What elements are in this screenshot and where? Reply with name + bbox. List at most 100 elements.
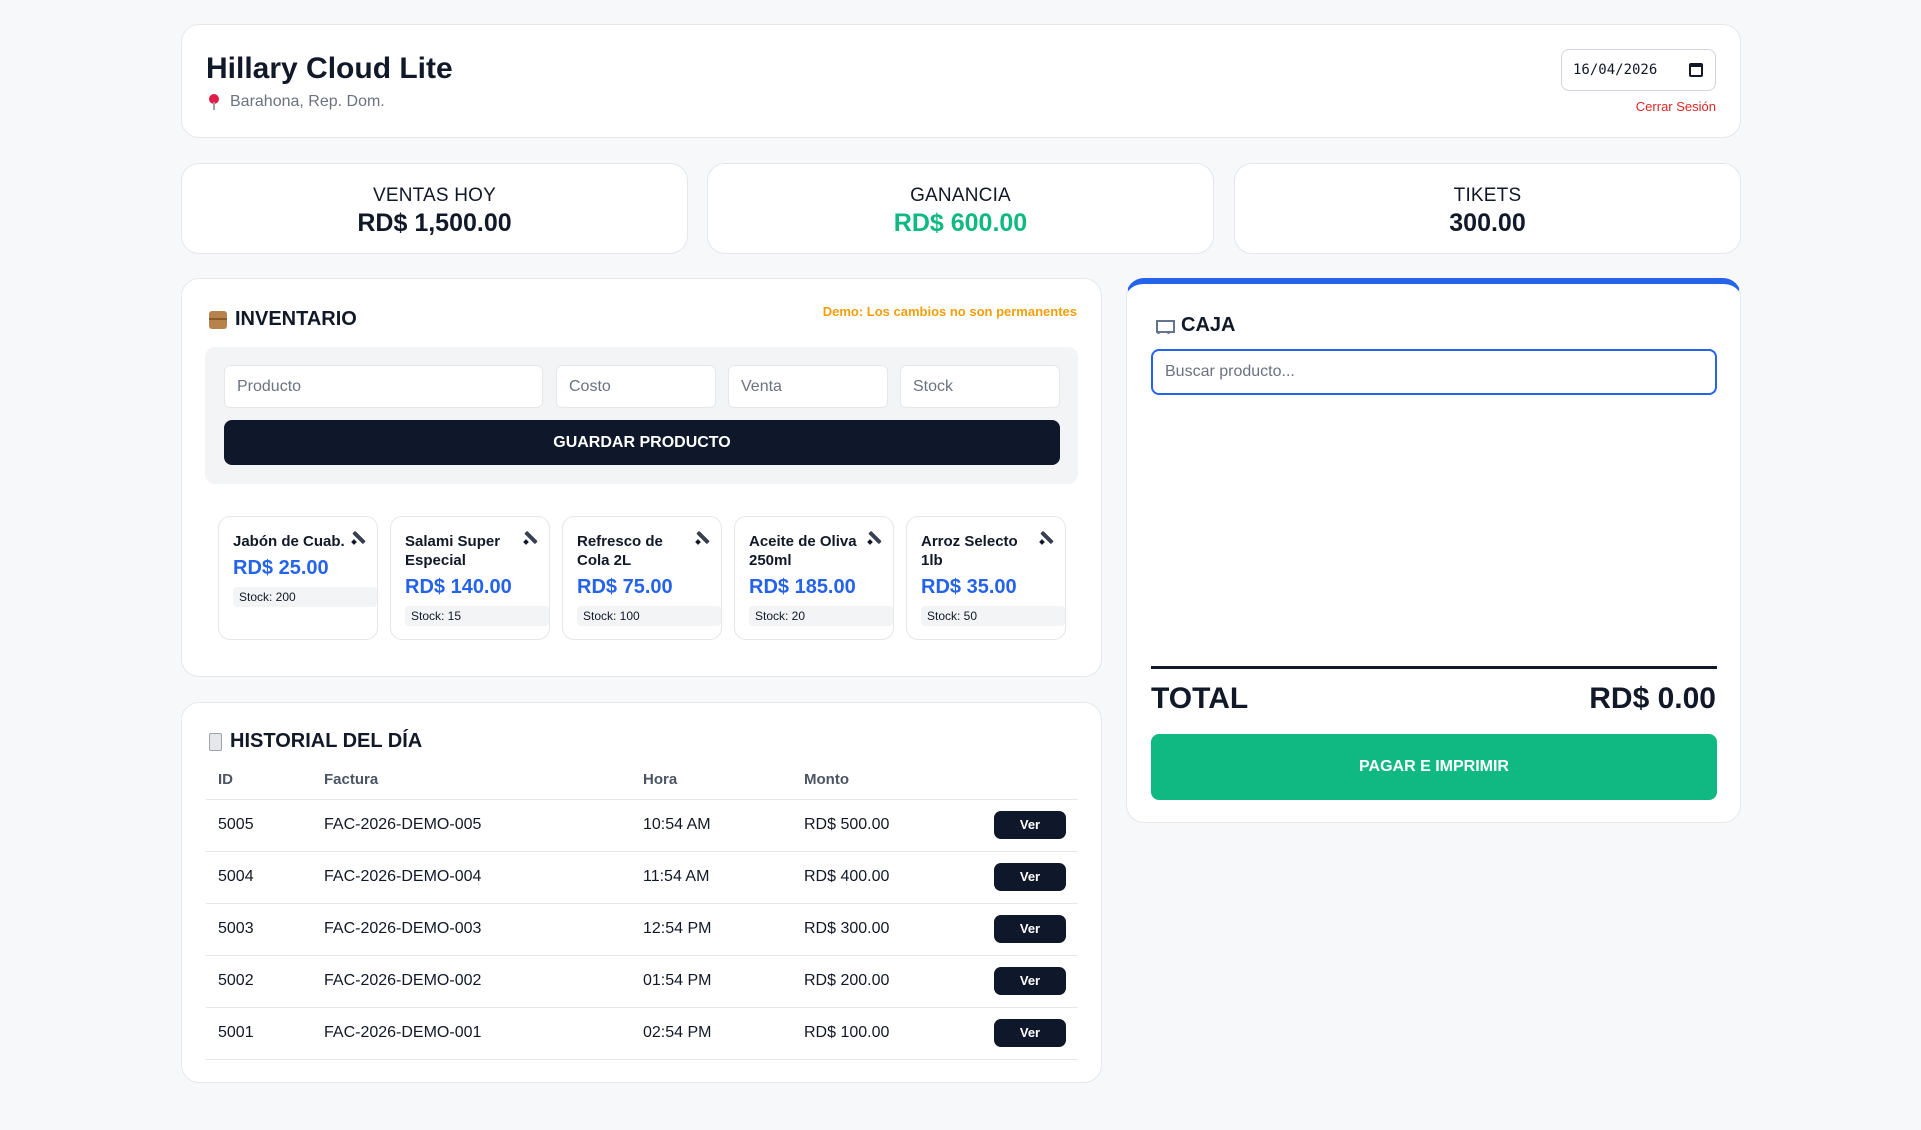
date-value: 16/04/2026 bbox=[1573, 62, 1658, 78]
table-row: 5004 FAC-2026-DEMO-004 11:54 AM RD$ 400.… bbox=[206, 851, 1078, 904]
product-stock: Stock: 15 bbox=[405, 606, 549, 626]
app-title: Hillary Cloud Lite bbox=[206, 52, 453, 85]
column-header: Factura bbox=[312, 761, 631, 800]
view-invoice-button[interactable]: Ver bbox=[994, 811, 1066, 839]
stock-input[interactable]: Stock bbox=[900, 365, 1060, 408]
product-price: RD$ 25.00 bbox=[233, 557, 329, 579]
total-label: TOTAL bbox=[1151, 682, 1249, 715]
product-card[interactable]: Jabón de Cuab. RD$ 25.00 Stock: 200 bbox=[218, 516, 378, 640]
receipt-icon bbox=[209, 732, 222, 751]
stat-value: RD$ 1,500.00 bbox=[357, 209, 512, 237]
table-row: 5005 FAC-2026-DEMO-005 10:54 AM RD$ 500.… bbox=[206, 799, 1078, 852]
table-row: 5001 FAC-2026-DEMO-001 02:54 PM RD$ 100.… bbox=[206, 1007, 1078, 1060]
product-search-input[interactable]: Buscar producto... bbox=[1151, 349, 1717, 395]
product-name: Salami Super Especial bbox=[405, 533, 501, 569]
stat-value: RD$ 600.00 bbox=[893, 209, 1028, 237]
cell-time: 02:54 PM bbox=[631, 1007, 792, 1060]
cell-invoice: FAC-2026-DEMO-003 bbox=[312, 903, 631, 956]
edit-icon[interactable] bbox=[867, 531, 881, 545]
history-title-text: HISTORIAL DEL DÍA bbox=[230, 730, 423, 752]
stat-card-sales: VENTAS HOY RD$ 1,500.00 bbox=[181, 163, 688, 254]
history-table: ID Factura Hora Monto 5005 FAC-2026-DEMO… bbox=[206, 761, 1078, 1060]
cell-action: Ver bbox=[982, 903, 1078, 956]
product-card[interactable]: Aceite de Oliva 250ml RD$ 185.00 Stock: … bbox=[734, 516, 894, 640]
inventory-title: INVENTARIO bbox=[209, 308, 357, 331]
column-header: ID bbox=[206, 761, 312, 800]
edit-icon[interactable] bbox=[351, 531, 365, 545]
demo-note: Demo: Los cambios no son permanentes bbox=[822, 304, 1077, 319]
location-label: Barahona, Rep. Dom. bbox=[208, 93, 385, 111]
product-price: RD$ 75.00 bbox=[577, 576, 673, 598]
cell-invoice: FAC-2026-DEMO-002 bbox=[312, 955, 631, 1008]
total-value: RD$ 0.00 bbox=[1589, 682, 1716, 715]
cell-action: Ver bbox=[982, 851, 1078, 904]
table-header-row: ID Factura Hora Monto bbox=[206, 761, 1078, 800]
product-name: Aceite de Oliva 250ml bbox=[749, 533, 857, 569]
table-row: 5002 FAC-2026-DEMO-002 01:54 PM RD$ 200.… bbox=[206, 955, 1078, 1008]
product-stock: Stock: 200 bbox=[233, 587, 377, 607]
view-invoice-button[interactable]: Ver bbox=[994, 863, 1066, 891]
location-text: Barahona, Rep. Dom. bbox=[230, 93, 385, 110]
cell-invoice: FAC-2026-DEMO-001 bbox=[312, 1007, 631, 1060]
inventory-panel: INVENTARIO Demo: Los cambios no son perm… bbox=[181, 278, 1102, 677]
view-invoice-button[interactable]: Ver bbox=[994, 967, 1066, 995]
caja-title-text: CAJA bbox=[1181, 314, 1236, 336]
stat-label: GANANCIA bbox=[910, 185, 1011, 206]
inventory-title-text: INVENTARIO bbox=[235, 308, 357, 330]
cell-id: 5002 bbox=[206, 955, 312, 1008]
view-invoice-button[interactable]: Ver bbox=[994, 915, 1066, 943]
caja-title: CAJA bbox=[1153, 314, 1235, 337]
cash-register-panel: CAJA Buscar producto... TOTAL RD$ 0.00 P… bbox=[1126, 278, 1741, 823]
product-stock: Stock: 20 bbox=[749, 606, 893, 626]
product-name: Refresco de Cola 2L bbox=[577, 533, 663, 569]
product-card[interactable]: Salami Super Especial RD$ 140.00 Stock: … bbox=[390, 516, 550, 640]
stat-label: VENTAS HOY bbox=[372, 185, 497, 206]
product-form: Producto Costo Venta Stock GUARDAR PRODU… bbox=[205, 347, 1078, 484]
cart-icon bbox=[1153, 318, 1175, 334]
calendar-icon[interactable] bbox=[1689, 63, 1703, 77]
column-header: Monto bbox=[792, 761, 982, 800]
product-name: Jabón de Cuab. bbox=[233, 533, 345, 550]
product-price: RD$ 185.00 bbox=[749, 576, 856, 598]
stat-card-profit: GANANCIA RD$ 600.00 bbox=[707, 163, 1214, 254]
cell-id: 5004 bbox=[206, 851, 312, 904]
product-name: Arroz Selecto 1lb bbox=[921, 533, 1018, 569]
view-invoice-button[interactable]: Ver bbox=[994, 1019, 1066, 1047]
stat-label: TIKETS bbox=[1453, 185, 1522, 206]
cell-amount: RD$ 200.00 bbox=[792, 955, 982, 1008]
cell-amount: RD$ 100.00 bbox=[792, 1007, 982, 1060]
history-title: HISTORIAL DEL DÍA bbox=[209, 730, 422, 753]
product-stock: Stock: 100 bbox=[577, 606, 721, 626]
cell-id: 5005 bbox=[206, 799, 312, 852]
pin-icon bbox=[208, 94, 220, 110]
box-icon bbox=[209, 310, 227, 329]
cost-input[interactable]: Costo bbox=[556, 365, 716, 408]
cell-action: Ver bbox=[982, 1007, 1078, 1060]
product-card[interactable]: Refresco de Cola 2L RD$ 75.00 Stock: 100 bbox=[562, 516, 722, 640]
edit-icon[interactable] bbox=[695, 531, 709, 545]
product-card[interactable]: Arroz Selecto 1lb RD$ 35.00 Stock: 50 bbox=[906, 516, 1066, 640]
product-name-input[interactable]: Producto bbox=[224, 365, 543, 408]
column-header: Hora bbox=[631, 761, 792, 800]
pay-print-button[interactable]: PAGAR E IMPRIMIR bbox=[1151, 734, 1717, 800]
edit-icon[interactable] bbox=[523, 531, 537, 545]
stat-card-tickets: TIKETS 300.00 bbox=[1234, 163, 1741, 254]
product-stock: Stock: 50 bbox=[921, 606, 1065, 626]
cell-time: 01:54 PM bbox=[631, 955, 792, 1008]
save-product-button[interactable]: GUARDAR PRODUCTO bbox=[224, 420, 1060, 465]
date-input[interactable]: 16/04/2026 bbox=[1561, 49, 1716, 91]
cell-invoice: FAC-2026-DEMO-005 bbox=[312, 799, 631, 852]
stat-value: 300.00 bbox=[1449, 209, 1526, 237]
total-divider bbox=[1151, 666, 1717, 669]
cell-amount: RD$ 400.00 bbox=[792, 851, 982, 904]
cell-action: Ver bbox=[982, 799, 1078, 852]
table-row: 5003 FAC-2026-DEMO-003 12:54 PM RD$ 300.… bbox=[206, 903, 1078, 956]
app-header: Hillary Cloud Lite Barahona, Rep. Dom. 1… bbox=[181, 24, 1741, 138]
cell-invoice: FAC-2026-DEMO-004 bbox=[312, 851, 631, 904]
product-price: RD$ 140.00 bbox=[405, 576, 512, 598]
logout-link[interactable]: Cerrar Sesión bbox=[1635, 99, 1716, 114]
edit-icon[interactable] bbox=[1039, 531, 1053, 545]
cell-amount: RD$ 500.00 bbox=[792, 799, 982, 852]
sale-price-input[interactable]: Venta bbox=[728, 365, 888, 408]
history-panel: HISTORIAL DEL DÍA ID Factura Hora Monto … bbox=[181, 702, 1102, 1083]
